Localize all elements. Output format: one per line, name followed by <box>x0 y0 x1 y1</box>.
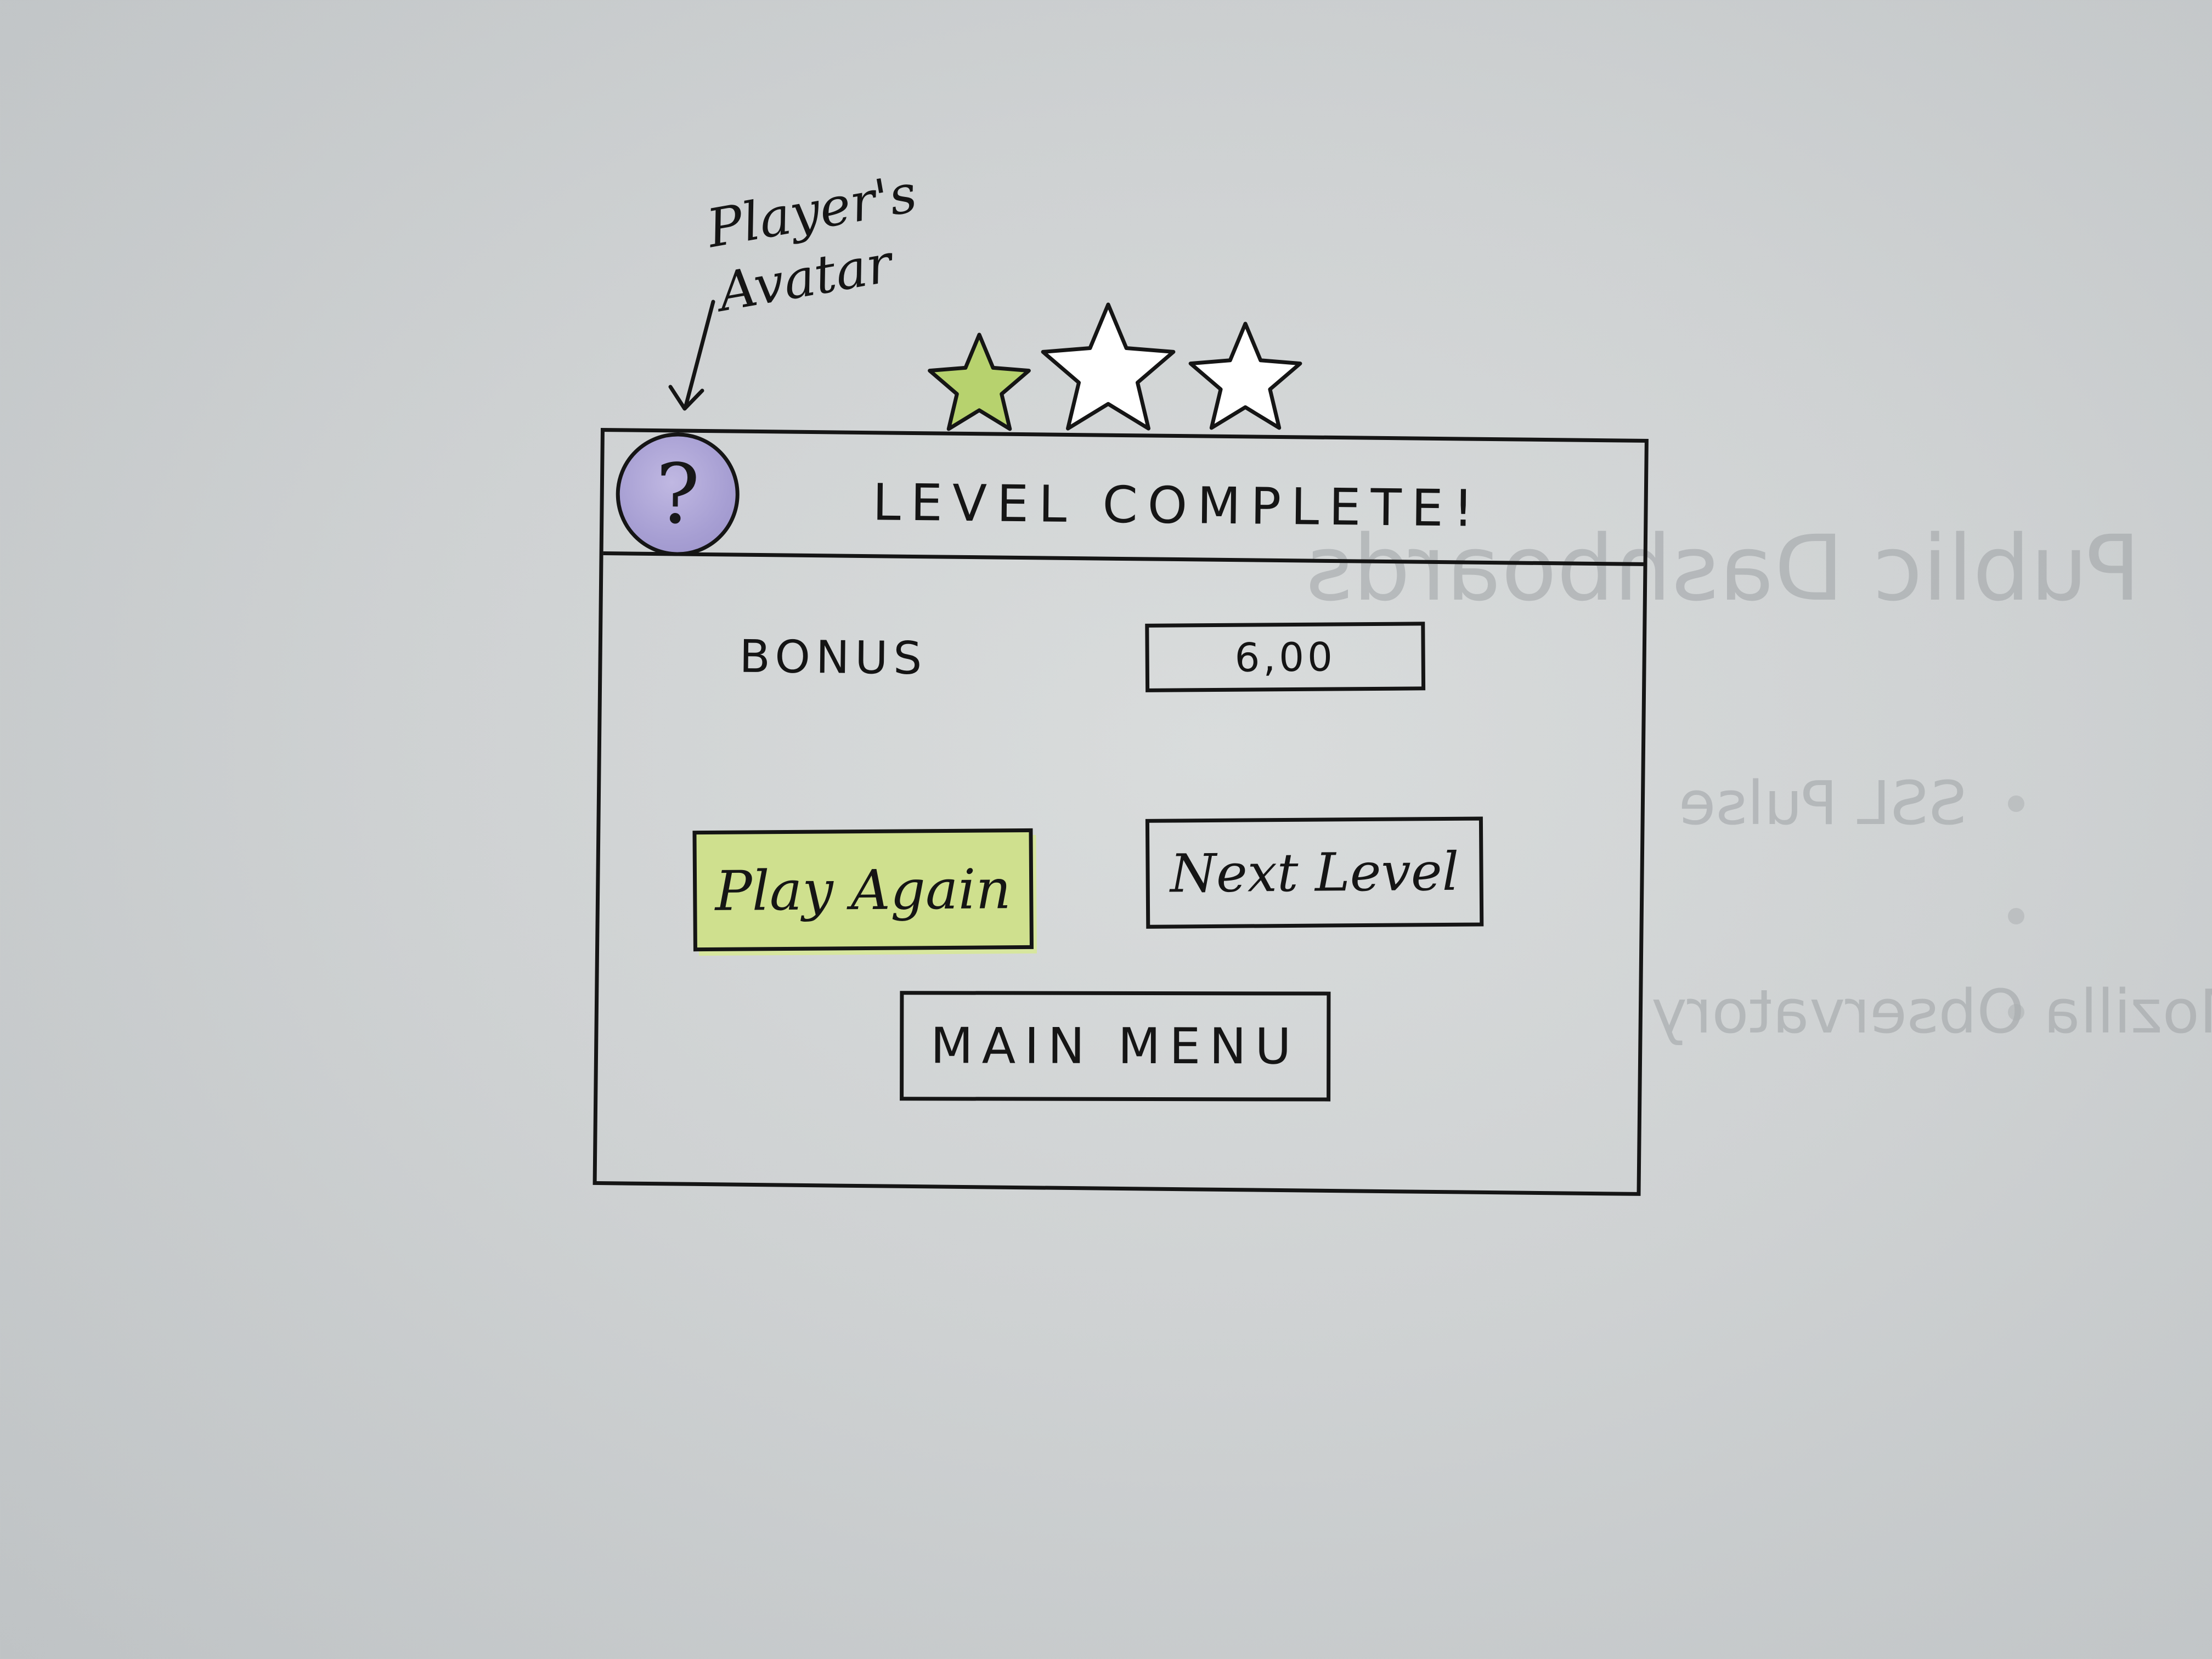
star-empty-icon <box>1188 321 1302 430</box>
bleed-through-item: Mozilla Observatory <box>1651 977 2212 1047</box>
question-mark-icon: ? <box>655 446 701 543</box>
star-filled-icon <box>928 332 1031 431</box>
bleed-bullet <box>2008 1004 2024 1020</box>
play-again-button[interactable]: Play Again <box>692 828 1034 952</box>
player-avatar[interactable]: ? <box>615 432 740 557</box>
annotation-arrow-icon <box>668 300 715 411</box>
level-complete-dialog: ? LEVEL COMPLETE! BONUS 6,00 Play Again … <box>592 428 1649 1196</box>
main-menu-button[interactable]: MAIN MENU <box>900 991 1331 1102</box>
bleed-bullet <box>2008 795 2024 812</box>
dialog-header: ? LEVEL COMPLETE! <box>603 432 1645 566</box>
bonus-value: 6,00 <box>1145 622 1426 692</box>
bonus-label: BONUS <box>739 630 928 685</box>
star-rating <box>928 302 1302 431</box>
next-level-button[interactable]: Next Level <box>1145 816 1484 929</box>
dialog-title: LEVEL COMPLETE! <box>872 473 1484 538</box>
bleed-bullet <box>2008 908 2024 924</box>
star-empty-icon <box>1041 302 1176 431</box>
bleed-through-item: SSL Pulse <box>1679 768 1967 838</box>
